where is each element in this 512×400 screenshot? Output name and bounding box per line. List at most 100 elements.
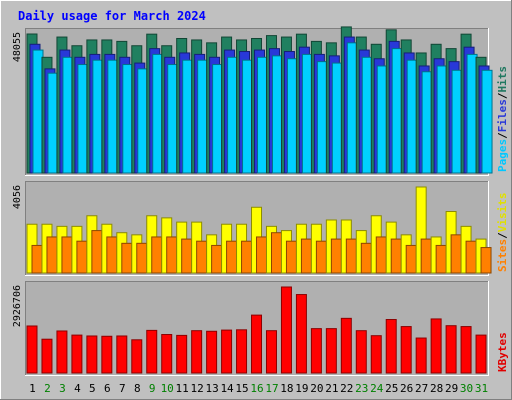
bar-visits-sites-day-16 [256,236,268,274]
bar-kbytes-kbytes-day-1 [26,325,38,374]
day-label-30: 30 [460,382,473,395]
bar-kbytes-kbytes-day-7 [116,335,128,374]
bar-visits-sites-day-28 [435,244,447,274]
panel-visits-legend-item-2: Visits [496,193,509,233]
panel-hits-legend-item-2: Files [496,99,509,132]
bar-visits-sites-day-12 [196,240,208,274]
bar-visits-sites-day-27 [420,238,432,274]
bar-visits-sites-day-11 [181,238,193,274]
bar-kbytes-kbytes-day-29 [445,325,457,374]
day-label-23: 23 [355,382,368,395]
day-label-21: 21 [325,382,338,395]
day-label-8: 8 [134,382,141,395]
day-label-13: 13 [205,382,218,395]
day-label-9: 9 [149,382,156,395]
bar-kbytes-kbytes-day-14 [221,329,233,374]
panel-hits-legend-item-4: Hits [496,66,509,93]
bar-visits-sites-day-17 [270,232,282,274]
bar-visits-sites-day-3 [61,236,73,274]
bar-visits-sites-day-23 [360,242,372,274]
day-label-20: 20 [310,382,323,395]
bar-kbytes-kbytes-day-17 [265,330,277,374]
bar-kbytes-kbytes-day-2 [41,338,53,374]
bar-kbytes-kbytes-day-30 [460,326,472,374]
day-label-27: 27 [415,382,428,395]
day-label-16: 16 [250,382,263,395]
day-label-2: 2 [44,382,51,395]
panel-visits-legend: Sites/Visits [496,193,509,273]
panel-hits-legend-item-0: Pages [496,139,509,172]
bar-visits-sites-day-14 [226,240,238,274]
day-label-6: 6 [104,382,111,395]
chart-panels: 48055Pages/Files/Hits4056Sites/Visits292… [12,26,509,376]
bar-visits-sites-day-22 [345,238,357,274]
panel-kbytes-legend-item-0: KBytes [496,332,509,372]
day-label-19: 19 [295,382,308,395]
bar-kbytes-kbytes-day-25 [385,319,397,374]
day-label-5: 5 [89,382,96,395]
day-label-24: 24 [370,382,384,395]
day-label-1: 1 [29,382,36,395]
bar-visits-sites-day-2 [46,236,58,274]
bar-hits-pages-day-31 [481,69,493,174]
bar-kbytes-kbytes-day-31 [475,334,487,374]
panel-kbytes-legend: KBytes [496,332,509,372]
bar-visits-sites-day-9 [151,236,163,274]
day-label-22: 22 [340,382,353,395]
panel-kbytes: 2926706 KBytes [12,281,509,376]
day-label-12: 12 [191,382,204,395]
bar-visits-sites-day-19 [300,238,312,274]
bar-kbytes-kbytes-day-6 [101,335,113,374]
day-label-17: 17 [265,382,278,395]
bar-visits-sites-day-15 [241,240,253,274]
day-labels: 1 2 3 4 5 6 7 8 9 10 11 12 13 14 15 16 17 18 19 20 21 22 23 24 2… [29,382,488,395]
panel-visits-scale-label: 4056 [12,185,23,209]
day-label-25: 25 [385,382,398,395]
bar-kbytes-kbytes-day-24 [370,335,382,374]
panel-hits-legend: Pages/Files/Hits [496,66,509,172]
chart-title: Daily usage for March 2024 [18,9,206,23]
bar-kbytes-kbytes-day-21 [325,328,337,374]
bar-kbytes-kbytes-day-18 [280,286,292,374]
panel-hits-scale-label: 48055 [12,32,23,62]
bar-kbytes-kbytes-day-22 [340,317,352,374]
day-label-28: 28 [430,382,443,395]
panel-hits-legend-item-1: / [496,132,509,139]
bar-visits-sites-day-5 [91,230,103,274]
bar-kbytes-kbytes-day-5 [86,335,98,374]
day-label-3: 3 [59,382,66,395]
day-label-11: 11 [176,382,189,395]
bar-kbytes-kbytes-day-28 [430,318,442,374]
day-label-10: 10 [161,382,174,395]
panel-visits: 4056 Sites/Visits [12,181,509,276]
bar-kbytes-kbytes-day-23 [355,330,367,374]
day-label-26: 26 [400,382,413,395]
bar-kbytes-kbytes-day-16 [251,314,263,374]
bar-visits-sites-day-1 [31,244,43,274]
bar-kbytes-kbytes-day-10 [161,334,173,374]
bar-visits-sites-day-4 [76,240,88,274]
bar-kbytes-kbytes-day-13 [206,330,218,374]
day-label-4: 4 [74,382,81,395]
bar-kbytes-kbytes-day-27 [415,337,427,374]
bar-visits-sites-day-25 [390,238,402,274]
bar-visits-sites-day-30 [465,240,477,274]
bar-kbytes-kbytes-day-26 [400,326,412,374]
bar-visits-sites-day-6 [106,236,118,274]
bar-kbytes-kbytes-day-9 [146,329,158,374]
bar-visits-sites-day-8 [136,242,148,274]
bar-visits-sites-day-7 [121,242,133,274]
bar-kbytes-kbytes-day-20 [310,328,322,374]
day-label-18: 18 [280,382,293,395]
bar-visits-sites-day-10 [166,236,178,274]
bar-kbytes-kbytes-day-19 [295,294,307,374]
day-label-29: 29 [445,382,458,395]
bar-visits-sites-day-18 [285,240,297,274]
panel-hits-legend-item-3: / [496,92,509,99]
panel-kbytes-scale-label: 2926706 [12,285,23,327]
bar-kbytes-kbytes-day-15 [236,329,248,374]
bar-kbytes-kbytes-day-3 [56,330,68,374]
day-label-31: 31 [475,382,488,395]
bar-visits-sites-day-31 [480,247,492,274]
bar-kbytes-kbytes-day-4 [71,334,83,374]
